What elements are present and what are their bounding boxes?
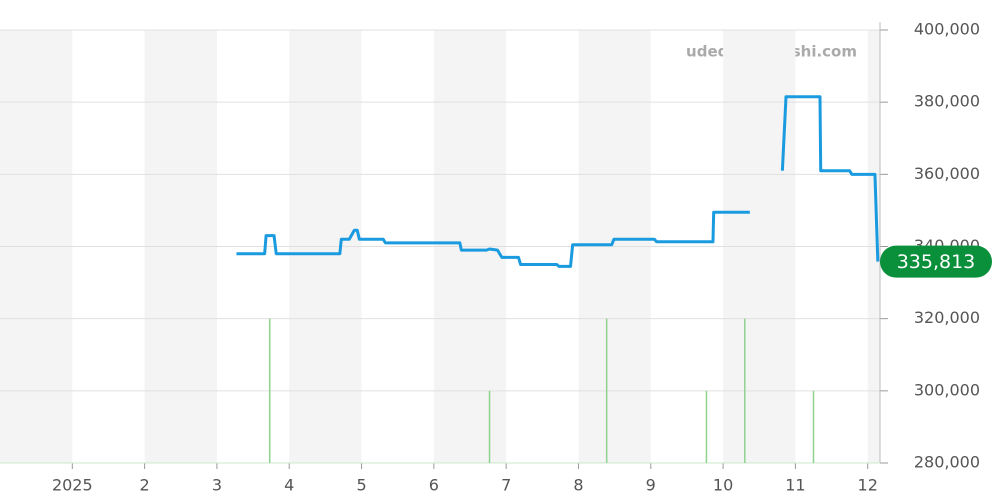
price-line <box>236 95 880 268</box>
y-tick-label: 280,000 <box>914 453 980 472</box>
x-tick-label: 11 <box>785 476 805 495</box>
x-tick-label: 4 <box>284 476 294 495</box>
y-tick-label: 360,000 <box>914 164 980 183</box>
y-tick-label: 300,000 <box>914 380 980 399</box>
x-tick-label: 3 <box>212 476 222 495</box>
x-tick-label: 7 <box>501 476 511 495</box>
latest-badge <box>880 245 992 278</box>
latest-label: 335,813 <box>897 251 976 273</box>
x-tick-label: 2025 <box>52 476 93 495</box>
x-tick-label: 2 <box>140 476 150 495</box>
x-tick-label: 6 <box>429 476 439 495</box>
y-tick-label: 320,000 <box>914 308 980 327</box>
x-tick-label: 10 <box>713 476 733 495</box>
y-tick-label: 400,000 <box>914 20 980 39</box>
y-tick-label: 380,000 <box>914 92 980 111</box>
x-tick-label: 8 <box>573 476 583 495</box>
x-tick-label: 12 <box>858 476 878 495</box>
x-tick-label: 5 <box>356 476 366 495</box>
x-tick-label: 9 <box>646 476 656 495</box>
